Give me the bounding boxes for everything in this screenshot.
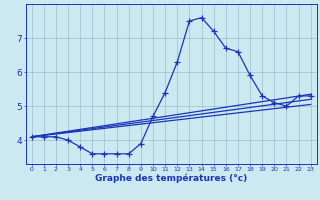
X-axis label: Graphe des températures (°c): Graphe des températures (°c) — [95, 174, 247, 183]
